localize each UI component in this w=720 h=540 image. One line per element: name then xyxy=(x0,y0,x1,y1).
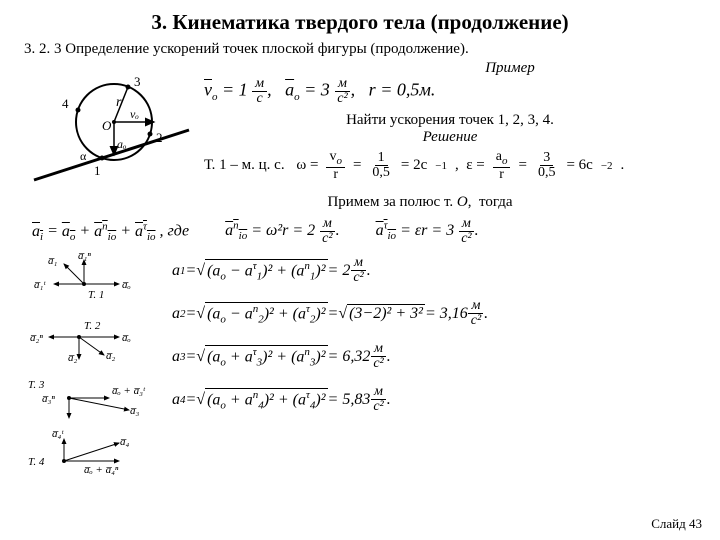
example-row: 1 O r 3 4 2 vₒ aₒ α Пример vo = 1 мс, ao… xyxy=(24,60,696,190)
eq-a3: a3 = (ao + aτ3)² + (an3)² = 6,32 мс². xyxy=(172,342,696,371)
svg-text:a̅₃ⁿ: a̅₃ⁿ xyxy=(42,393,55,405)
eq-general: ai = ao + anio + aτio , где xyxy=(32,220,189,243)
svg-text:a̅ₒ + a̅₃ᵗ: a̅ₒ + a̅₃ᵗ xyxy=(112,385,146,397)
main-diagram: 1 O r 3 4 2 vₒ aₒ α xyxy=(24,60,194,190)
eq-a1: a1 = (ao − aτ1)² + (an1)² = 2 мс². xyxy=(172,256,696,285)
vector-diagrams-col: a̅ₒ a̅₁ⁿ a̅₁ᵗ a̅₁ Т. 1 a̅ₒ a̅₂ⁿ a̅₂ᵗ a̅₂… xyxy=(24,250,164,486)
givens: vo = 1 мс, ao = 3 мс², r = 0,5м. xyxy=(204,77,696,106)
svg-text:a̅ₒ + a̅₄ⁿ: a̅ₒ + a̅₄ⁿ xyxy=(84,464,119,476)
mcs-line: Т. 1 – м. ц. с. ω = vor = 10,5 = 2c−1, ε… xyxy=(204,150,696,182)
subtitle: 3. 2. 3 Определение ускорений точек плос… xyxy=(24,41,696,58)
svg-text:a̅₁: a̅₁ xyxy=(48,255,58,267)
eq-an: anio = ω²r = 2 мс². xyxy=(225,217,339,246)
find-label: Найти ускорения точек 1, 2, 3, 4. xyxy=(204,112,696,129)
svg-text:r: r xyxy=(116,95,122,110)
vec-diagram-t3: a̅₃ⁿ a̅ₒ + a̅₃ᵗ a̅₃ Т. 3 xyxy=(24,368,154,422)
svg-text:a̅ₒ: a̅ₒ xyxy=(122,332,131,344)
eq-at: aτio = εr = 3 мс². xyxy=(376,217,479,246)
eq-a2: a2 = (ao − an2)² + (aτ2)² = (3−2)² + 3² … xyxy=(172,299,696,328)
bottom-area: a̅ₒ a̅₁ⁿ a̅₁ᵗ a̅₁ Т. 1 a̅ₒ a̅₂ⁿ a̅₂ᵗ a̅₂… xyxy=(24,250,696,486)
svg-text:a̅₄ᵗ: a̅₄ᵗ xyxy=(52,428,64,440)
svg-text:Т. 3: Т. 3 xyxy=(28,379,45,391)
svg-text:a̅₂: a̅₂ xyxy=(106,350,116,362)
pole-line: Примем за полюс т. O, тогда xyxy=(144,194,696,211)
solution-label: Решение xyxy=(204,129,696,146)
svg-text:a̅₃: a̅₃ xyxy=(130,405,140,417)
vec-diagram-t2: a̅ₒ a̅₂ⁿ a̅₂ᵗ a̅₂ Т. 2 xyxy=(24,309,154,363)
svg-text:vₒ: vₒ xyxy=(130,107,139,121)
svg-text:3: 3 xyxy=(134,74,141,89)
svg-text:a̅₂ᵗ: a̅₂ᵗ xyxy=(68,352,80,363)
svg-text:Т. 4: Т. 4 xyxy=(28,456,45,468)
svg-text:2: 2 xyxy=(156,130,163,145)
vec-diagram-t4: a̅₄ᵗ a̅₄ a̅ₒ + a̅₄ⁿ Т. 4 xyxy=(24,427,154,481)
svg-text:aₒ: aₒ xyxy=(117,137,127,151)
slide-number: Слайд 43 xyxy=(651,516,702,532)
svg-text:a̅₁ⁿ: a̅₁ⁿ xyxy=(78,250,91,262)
svg-text:a̅₂ⁿ: a̅₂ⁿ xyxy=(30,332,43,344)
example-label: Пример xyxy=(324,60,696,77)
svg-text:a̅₄: a̅₄ xyxy=(120,436,130,448)
eq-a4: a4 = (ao + an4)² + (aτ4)² = 5,83 мс². xyxy=(172,385,696,414)
svg-text:Т. 1: Т. 1 xyxy=(88,289,104,301)
example-right-col: Пример vo = 1 мс, ao = 3 мс², r = 0,5м. … xyxy=(194,60,696,182)
svg-text:a̅₁ᵗ: a̅₁ᵗ xyxy=(34,279,46,291)
svg-text:4: 4 xyxy=(62,96,69,111)
svg-text:1: 1 xyxy=(94,163,101,178)
mcs-label: Т. 1 – м. ц. с. xyxy=(204,157,285,174)
svg-text:Т. 2: Т. 2 xyxy=(84,320,101,332)
page-title: 3. Кинематика твердого тела (продолжение… xyxy=(24,10,696,35)
svg-text:O: O xyxy=(102,118,112,133)
svg-text:a̅ₒ: a̅ₒ xyxy=(122,279,131,291)
equations-col: a1 = (ao − aτ1)² + (an1)² = 2 мс². a2 = … xyxy=(164,250,696,486)
vec-diagram-t1: a̅ₒ a̅₁ⁿ a̅₁ᵗ a̅₁ Т. 1 xyxy=(24,250,154,304)
general-equation-row: ai = ao + anio + aτio , где anio = ω²r =… xyxy=(32,217,696,246)
svg-text:α: α xyxy=(80,149,87,163)
